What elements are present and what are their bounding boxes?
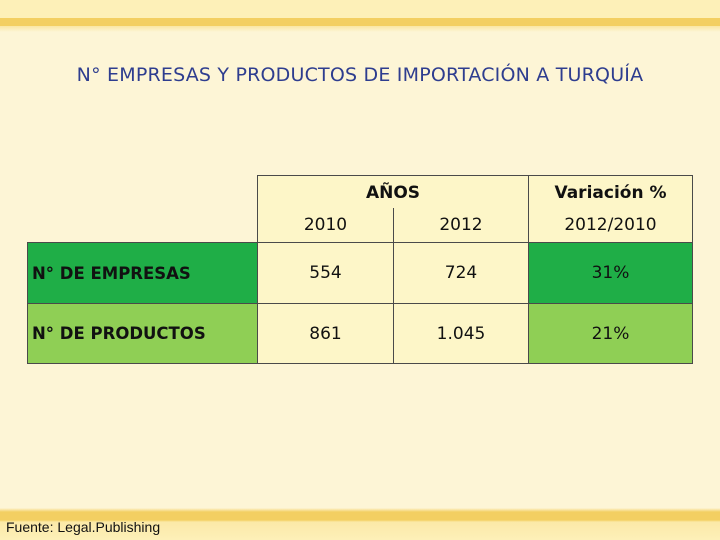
table-row-label: N° DE PRODUCTOS	[27, 303, 258, 364]
variation-header: Variación %	[528, 175, 693, 209]
row-label-productos: N° DE PRODUCTOS	[32, 324, 206, 343]
row-label-empresas: N° DE EMPRESAS	[32, 263, 191, 283]
year-2010-label: 2010	[303, 215, 348, 235]
empresas-2010-value: 554	[309, 263, 342, 283]
source-footer: Fuente: Legal.Publishing	[6, 519, 161, 535]
productos-2012-value: 1.045	[436, 323, 486, 344]
year-2012-header: 2012	[393, 208, 529, 243]
productos-2010-value: 861	[309, 323, 342, 344]
table-cell: 861	[257, 303, 394, 364]
variation-header-label: Variación %	[554, 182, 667, 203]
year-2012-label: 2012	[439, 215, 483, 235]
productos-variation-value: 21%	[591, 323, 630, 344]
variation-period-label: 2012/2010	[564, 215, 657, 235]
variation-period-header: 2012/2010	[528, 208, 693, 243]
table-cell: 21%	[528, 303, 693, 364]
table-row-label: N° DE EMPRESAS	[27, 242, 258, 304]
table-cell: 1.045	[393, 303, 529, 364]
table-cell: 554	[257, 242, 394, 304]
empresas-2012-value: 724	[444, 263, 478, 283]
table-cell: 31%	[528, 242, 693, 304]
top-decorative-band	[0, 0, 720, 32]
years-header-label: AÑOS	[365, 182, 421, 203]
table-cell: 724	[393, 242, 529, 304]
bottom-decorative-band	[0, 508, 720, 540]
years-header: AÑOS	[257, 175, 529, 209]
year-2010-header: 2010	[257, 208, 394, 243]
empresas-variation-value: 31%	[591, 263, 630, 283]
slide-title: N° EMPRESAS Y PRODUCTOS DE IMPORTACIÓN A…	[76, 64, 644, 86]
